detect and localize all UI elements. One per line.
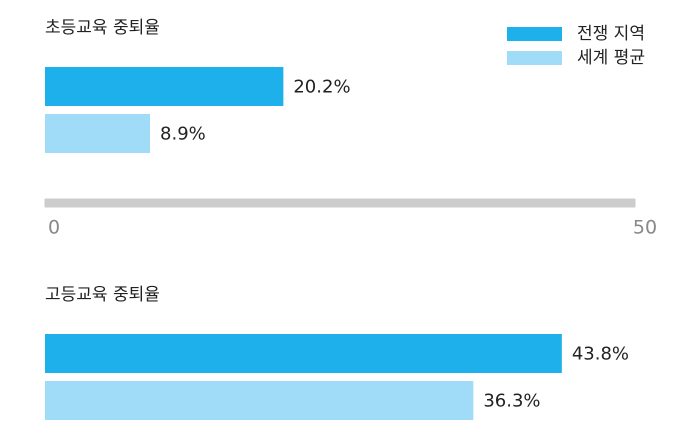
value-label: 20.2% xyxy=(293,77,350,98)
legend-swatch xyxy=(507,51,562,65)
value-label: 43.8% xyxy=(572,344,629,365)
bar xyxy=(45,114,151,153)
x-tick-label: 50 xyxy=(633,217,657,239)
legend-label: 전쟁 지역 xyxy=(577,24,645,44)
bar xyxy=(45,334,562,373)
category-title: 초등교육 중퇴율 xyxy=(45,18,160,38)
value-label: 36.3% xyxy=(483,391,540,412)
category-title: 고등교육 중퇴율 xyxy=(45,285,160,305)
bar xyxy=(45,381,474,420)
value-label: 8.9% xyxy=(160,124,206,145)
legend-label: 세계 평균 xyxy=(577,48,645,68)
x-tick-label: 0 xyxy=(48,217,60,239)
legend-swatch xyxy=(507,27,562,41)
bar xyxy=(45,67,284,106)
